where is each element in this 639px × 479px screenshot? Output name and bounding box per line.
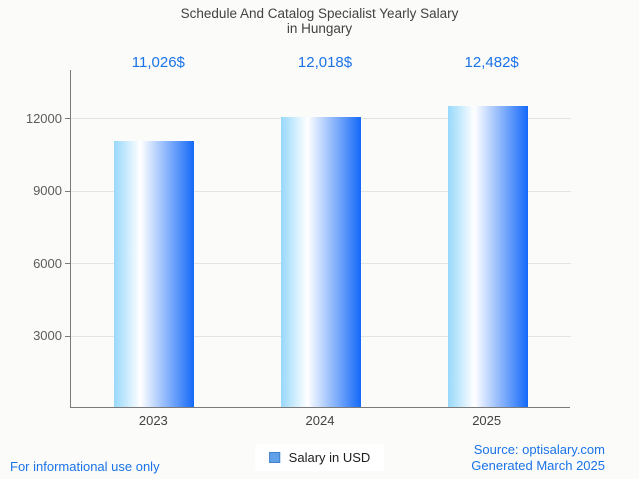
bar-value-label: 11,026$ (131, 54, 185, 71)
legend-label: Salary in USD (288, 450, 371, 465)
bar (281, 116, 361, 407)
x-axis-category-label: 2024 (305, 413, 335, 428)
y-axis-tick-label: 12000 (25, 110, 62, 126)
legend: Salary in USD (254, 444, 385, 471)
x-axis-category-label: 2025 (472, 413, 502, 428)
y-axis-tick (65, 118, 71, 120)
source-block: Source: optisalary.com Generated March 2… (471, 442, 605, 474)
y-axis-tick (65, 190, 71, 192)
chart-title: Schedule And Catalog Specialist Yearly S… (180, 6, 459, 21)
bar-value-label: 12,018$ (297, 54, 353, 71)
bar (447, 105, 528, 407)
chart-subtitle: in Hungary (286, 21, 353, 36)
y-axis-tick-label: 9000 (33, 183, 62, 199)
y-axis-tick (65, 335, 71, 337)
y-axis-tick-label: 6000 (33, 255, 62, 271)
plot-area (65, 70, 571, 408)
bar (114, 140, 195, 407)
bar-value-label: 12,482$ (464, 54, 519, 71)
legend-marker-icon (268, 452, 280, 463)
y-axis-tick-label: 3000 (33, 328, 62, 344)
y-axis-tick (65, 263, 71, 265)
source-link[interactable]: Source: optisalary.com (473, 442, 605, 457)
generated-text: Generated March 2025 (471, 458, 605, 473)
disclaimer-text: For informational use only (10, 459, 160, 474)
x-axis-category-label: 2023 (138, 413, 168, 428)
